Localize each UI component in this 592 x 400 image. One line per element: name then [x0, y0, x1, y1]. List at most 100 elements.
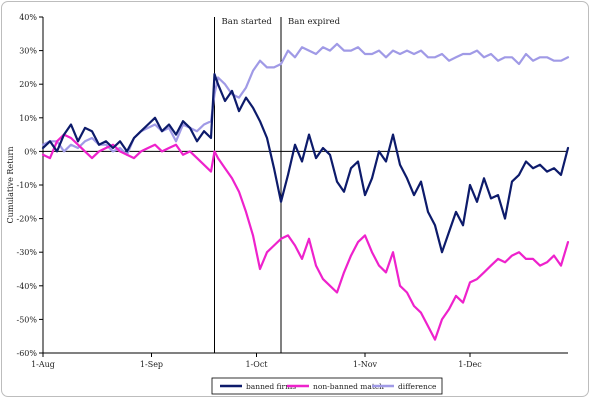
data-point	[213, 150, 216, 152]
data-point	[217, 76, 219, 79]
data-point	[406, 177, 408, 179]
data-point	[532, 258, 534, 260]
data-point	[511, 56, 513, 58]
data-point	[532, 60, 534, 62]
data-point	[378, 150, 380, 152]
series-lines	[41, 42, 570, 341]
data-point	[476, 278, 478, 280]
data-point	[539, 164, 541, 166]
data-point	[455, 56, 457, 58]
data-point	[469, 184, 471, 186]
y-tick-label: -50%	[17, 315, 38, 324]
data-point	[567, 56, 569, 58]
data-point	[147, 147, 149, 149]
data-point	[546, 261, 548, 263]
data-point	[213, 73, 216, 75]
data-point	[133, 157, 135, 159]
data-point	[56, 150, 58, 152]
y-axis: 40% 30% 20% 10% 0% -10% -20% -30% -40% -50% -60%	[17, 13, 44, 358]
data-point	[273, 66, 275, 68]
data-point	[357, 241, 359, 243]
data-point	[546, 170, 548, 173]
y-tick-label: -40%	[17, 282, 38, 291]
data-point	[63, 134, 65, 136]
data-point	[413, 194, 415, 196]
data-point	[329, 154, 331, 156]
data-point	[168, 123, 170, 126]
data-point	[175, 140, 177, 142]
data-point	[357, 160, 359, 163]
data-point	[77, 144, 79, 146]
data-point	[112, 150, 114, 152]
data-point	[266, 251, 268, 253]
legend-label: banned firms	[246, 382, 296, 391]
data-point	[427, 211, 429, 213]
data-point	[532, 167, 534, 169]
x-tick-label: 1-Oct	[245, 360, 268, 369]
data-point	[518, 63, 520, 65]
data-point	[203, 130, 205, 132]
data-point	[252, 107, 254, 109]
data-point	[238, 97, 240, 99]
data-point	[126, 154, 128, 156]
series-non-banned-match	[41, 133, 570, 341]
data-point	[420, 50, 422, 52]
y-tick-label: 10%	[19, 114, 37, 123]
y-tick-label: 20%	[19, 80, 37, 89]
data-point	[371, 251, 373, 253]
data-point	[392, 134, 394, 136]
data-point	[266, 66, 268, 68]
y-tick-label: 40%	[19, 13, 37, 22]
data-point	[168, 147, 170, 149]
data-point	[399, 53, 401, 55]
data-point	[525, 160, 527, 163]
data-point	[406, 50, 408, 52]
data-point	[252, 234, 254, 236]
data-point	[315, 265, 317, 267]
data-point	[462, 302, 464, 304]
data-point	[539, 265, 541, 267]
y-tick-label: -30%	[17, 248, 38, 257]
data-point	[483, 177, 485, 179]
data-point	[126, 150, 128, 152]
data-point	[441, 53, 443, 55]
x-tick-label: 1-Aug	[31, 360, 55, 369]
data-point	[70, 123, 72, 126]
legend-box	[211, 377, 443, 395]
data-point	[245, 97, 247, 99]
data-point	[84, 127, 86, 129]
data-point	[434, 56, 436, 58]
data-point	[350, 167, 352, 169]
data-point	[525, 258, 527, 260]
data-point	[217, 83, 219, 85]
data-point	[154, 123, 156, 126]
data-point	[245, 211, 247, 213]
data-point	[511, 254, 513, 257]
x-axis: 1-Aug 1-Sep 1-Oct 1-Nov 1-Dec	[31, 150, 568, 369]
series-line	[41, 72, 570, 254]
data-point	[357, 46, 359, 48]
data-point	[525, 53, 527, 55]
data-point	[133, 137, 135, 139]
data-point	[462, 53, 464, 55]
data-point	[476, 201, 478, 203]
data-point	[567, 241, 569, 243]
data-point	[280, 238, 282, 240]
data-point	[70, 137, 72, 139]
data-point	[497, 60, 499, 62]
data-point	[539, 56, 541, 58]
data-point	[434, 338, 436, 341]
data-point	[476, 50, 478, 52]
data-point	[294, 244, 296, 247]
data-point	[560, 60, 562, 62]
data-point	[553, 254, 555, 257]
data-point	[203, 164, 205, 166]
data-point	[336, 181, 338, 183]
data-point	[490, 197, 492, 200]
data-point	[364, 194, 366, 196]
data-point	[252, 70, 254, 72]
data-point	[91, 157, 93, 159]
data-point	[336, 43, 338, 45]
data-point	[210, 170, 212, 173]
data-point	[364, 234, 366, 236]
